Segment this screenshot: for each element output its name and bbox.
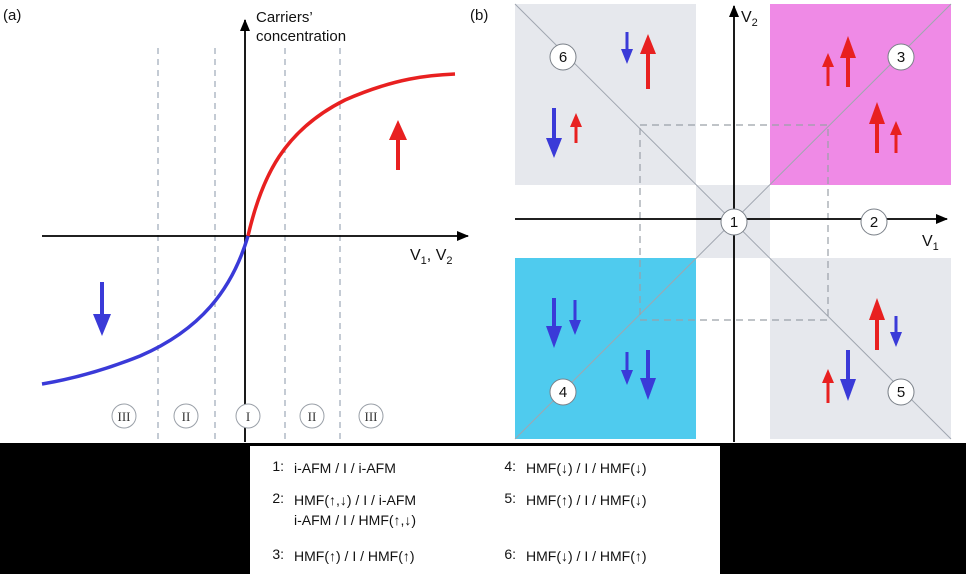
panel-b-label: (b) (470, 7, 488, 24)
legend-item-6: 6: HMF(↓) / I / HMF(↑) (482, 546, 647, 566)
legend-text: HMF(↓) / I / HMF(↑) (526, 548, 647, 564)
legend-key: 4: (504, 458, 516, 474)
region-dividers (157, 48, 341, 442)
region-marker: I (235, 403, 261, 429)
panel-a-y-label-line2: concentration (256, 28, 346, 45)
svg-text:II: II (182, 409, 191, 424)
zone-marker-2: 2 (860, 208, 888, 236)
zone-marker-1: 1 (720, 208, 748, 236)
region-marker: II (173, 403, 199, 429)
zone-marker-3: 3 (887, 43, 915, 71)
panel-b-y-label: V2 (741, 9, 758, 29)
legend-text: HMF(↑) / I / HMF(↑) (294, 548, 415, 564)
svg-text:III: III (365, 409, 378, 424)
svg-text:3: 3 (897, 49, 905, 66)
legend-item-3: 3: HMF(↑) / I / HMF(↑) (250, 546, 415, 566)
legend-text: HMF(↑,↓) / I / i-AFM (294, 492, 417, 508)
legend-text: HMF(↑) / I / HMF(↓) (526, 492, 647, 508)
legend-text: i-AFM / I / HMF(↑,↓) (294, 512, 417, 528)
svg-text:2: 2 (870, 214, 878, 231)
figure-canvas: (a) Carriers’ concentration V1, V2 (3, 3, 952, 442)
legend-item-2: 2: HMF(↑,↓) / I / i-AFM i-AFM / I / HMF(… (250, 490, 416, 530)
legend-item-4: 4: HMF(↓) / I / HMF(↓) (482, 458, 647, 478)
zone-marker-6: 6 (549, 43, 577, 71)
svg-text:4: 4 (559, 384, 567, 401)
svg-text:II: II (308, 409, 317, 424)
svg-text:1: 1 (730, 214, 738, 231)
svg-text:5: 5 (897, 384, 905, 401)
legend-text: HMF(↓) / I / HMF(↓) (526, 460, 647, 476)
zone-3-spin-arrows (822, 36, 902, 153)
zone-marker-4: 4 (549, 378, 577, 406)
panel-b-x-label: V1 (922, 233, 939, 253)
spin-down-arrow (93, 282, 111, 336)
panel-a-label: (a) (3, 7, 21, 24)
zone-4-spin-arrows (546, 298, 656, 400)
legend-box: 1: i-AFM / I / i-AFM 2: HMF(↑,↓) / I / i… (250, 446, 720, 574)
panel-b: (b) V2 V1 1 2 3 4 (470, 3, 952, 442)
carrier-curve-negative (41, 235, 250, 386)
region-marker: II (299, 403, 325, 429)
legend-key: 1: (272, 458, 284, 474)
panel-a-y-label-line1: Carriers’ (256, 9, 313, 26)
panel-a-x-label: V1, V2 (410, 247, 452, 267)
carrier-curve-positive (246, 72, 456, 237)
region-marker: III (111, 403, 137, 429)
svg-text:I: I (246, 409, 250, 424)
legend-key: 6: (504, 546, 516, 562)
legend-item-5: 5: HMF(↑) / I / HMF(↓) (482, 490, 647, 510)
legend-key: 3: (272, 546, 284, 562)
zone-5-spin-arrows (822, 298, 902, 403)
legend-text: i-AFM / I / i-AFM (294, 460, 396, 476)
legend-key: 2: (272, 490, 284, 506)
zone-6-spin-arrows (546, 32, 656, 158)
zone-marker-5: 5 (887, 378, 915, 406)
svg-text:III: III (118, 409, 131, 424)
region-markers: III II I II III (111, 403, 384, 429)
panel-a: (a) Carriers’ concentration V1, V2 (3, 7, 469, 442)
spin-up-arrow (389, 120, 407, 170)
region-marker: III (358, 403, 384, 429)
legend-key: 5: (504, 490, 516, 506)
legend-item-1: 1: i-AFM / I / i-AFM (250, 458, 396, 478)
svg-text:6: 6 (559, 49, 567, 66)
